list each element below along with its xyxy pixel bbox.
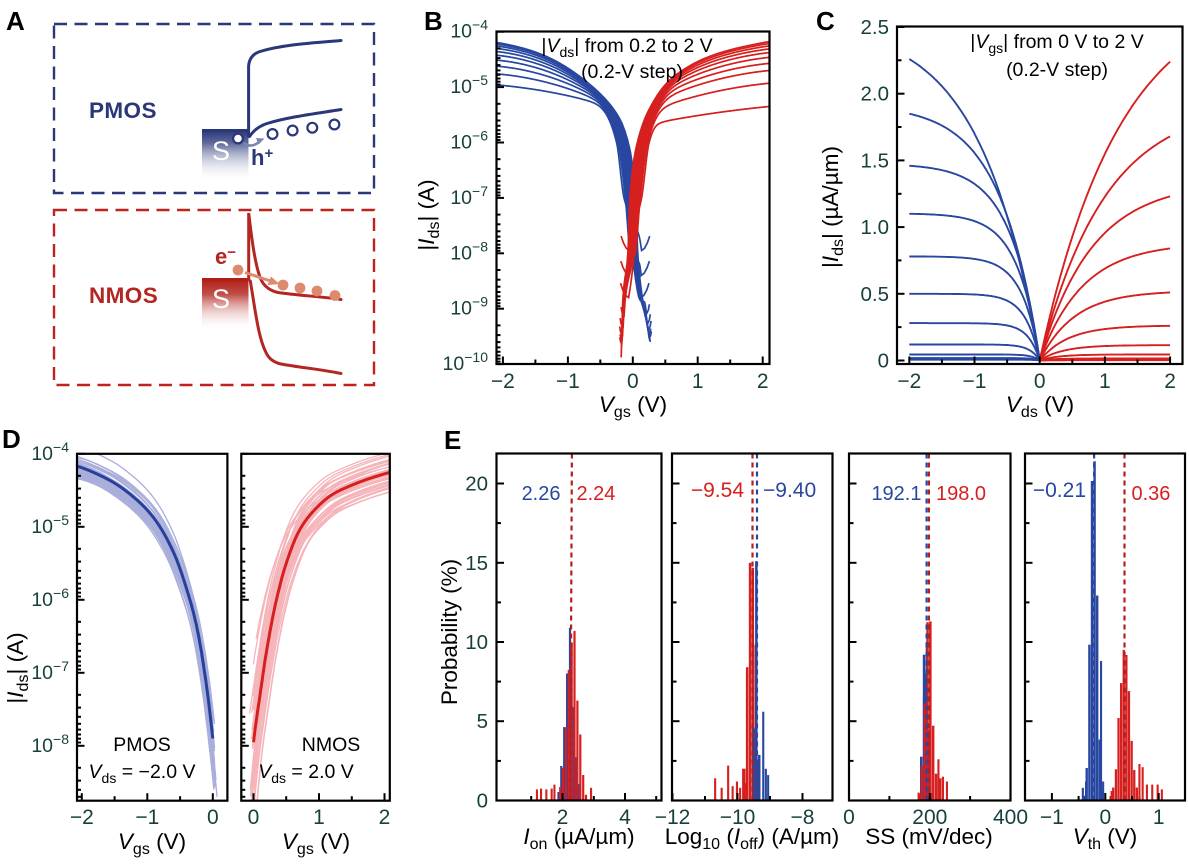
svg-text:1: 1 [1153, 806, 1165, 829]
svg-text:198.0: 198.0 [936, 483, 986, 505]
svg-text:−1: −1 [1040, 806, 1064, 829]
svg-text:−1: −1 [135, 806, 159, 829]
svg-text:−9.40: −9.40 [763, 479, 816, 502]
svg-text:−1: −1 [963, 370, 987, 393]
svg-text:1: 1 [1099, 370, 1111, 393]
svg-text:10−5: 10−5 [450, 72, 488, 98]
svg-text:2.5: 2.5 [861, 16, 890, 39]
svg-text:400: 400 [993, 806, 1028, 829]
svg-text:2: 2 [379, 806, 391, 829]
svg-text:|Vds| from 0.2 to 2 V: |Vds| from 0.2 to 2 V [541, 35, 712, 60]
svg-text:0: 0 [1099, 806, 1111, 829]
svg-text:(0.2-V step): (0.2-V step) [1006, 59, 1108, 81]
svg-text:−2: −2 [491, 370, 515, 393]
svg-text:A: A [6, 6, 25, 36]
svg-text:E: E [444, 425, 461, 455]
svg-text:−1: −1 [556, 370, 580, 393]
svg-text:Vgs (V): Vgs (V) [599, 392, 667, 421]
svg-text:0: 0 [843, 806, 855, 829]
svg-text:|Ids| (A): |Ids| (A) [414, 179, 443, 250]
svg-text:NMOS: NMOS [89, 283, 158, 308]
svg-text:−0.21: −0.21 [1033, 479, 1086, 502]
svg-text:15: 15 [465, 552, 488, 575]
svg-text:0: 0 [207, 806, 219, 829]
svg-text:2.0: 2.0 [861, 83, 890, 106]
svg-text:S: S [212, 136, 230, 166]
svg-text:0: 0 [248, 806, 260, 829]
svg-text:B: B [424, 6, 443, 36]
svg-text:Ion (µA/µm): Ion (µA/µm) [523, 824, 634, 853]
svg-text:0: 0 [627, 370, 639, 393]
svg-text:SS (mV/dec): SS (mV/dec) [865, 824, 993, 849]
svg-text:10−7: 10−7 [31, 658, 69, 684]
svg-text:0: 0 [477, 790, 488, 813]
svg-text:−8: −8 [791, 806, 815, 829]
svg-text:(0.2-V step): (0.2-V step) [581, 61, 683, 83]
svg-text:−2: −2 [897, 370, 921, 393]
svg-text:0: 0 [878, 350, 889, 373]
svg-text:−9.54: −9.54 [691, 479, 744, 502]
svg-text:1: 1 [692, 370, 704, 393]
svg-text:0.5: 0.5 [861, 283, 890, 306]
svg-text:1: 1 [313, 806, 325, 829]
svg-text:0.36: 0.36 [1132, 483, 1171, 505]
svg-text:Vth (V): Vth (V) [1073, 824, 1138, 853]
svg-text:2.26: 2.26 [522, 483, 561, 505]
svg-text:192.1: 192.1 [871, 483, 921, 505]
svg-text:PMOS: PMOS [89, 98, 157, 123]
svg-text:C: C [816, 6, 835, 36]
svg-text:−12: −12 [655, 806, 691, 829]
svg-text:−10: −10 [720, 806, 756, 829]
svg-text:Probability (%): Probability (%) [437, 559, 462, 705]
svg-text:D: D [2, 424, 21, 454]
svg-text:4: 4 [619, 806, 631, 829]
svg-text:0: 0 [1034, 370, 1046, 393]
svg-text:2: 2 [557, 806, 569, 829]
svg-text:NMOS: NMOS [302, 734, 361, 756]
svg-text:10−8: 10−8 [450, 238, 488, 264]
svg-text:1.5: 1.5 [861, 149, 890, 172]
svg-text:2: 2 [1164, 370, 1176, 393]
svg-text:Vds (V): Vds (V) [1006, 392, 1074, 421]
svg-text:2.24: 2.24 [577, 483, 616, 505]
svg-text:10−8: 10−8 [31, 731, 69, 757]
svg-text:−2: −2 [70, 806, 94, 829]
svg-text:200: 200 [912, 806, 947, 829]
svg-text:1.0: 1.0 [861, 216, 890, 239]
svg-text:|Ids| (A): |Ids| (A) [3, 632, 32, 703]
svg-text:5: 5 [477, 710, 488, 733]
svg-text:20: 20 [465, 473, 488, 496]
svg-text:PMOS: PMOS [113, 734, 170, 756]
svg-text:S: S [212, 284, 230, 314]
svg-text:Vgs (V): Vgs (V) [118, 829, 186, 858]
svg-text:10: 10 [465, 631, 488, 654]
svg-text:Vds = −2.0 V: Vds = −2.0 V [89, 761, 196, 786]
svg-text:Vgs (V): Vgs (V) [282, 829, 350, 858]
svg-text:Vds = 2.0 V: Vds = 2.0 V [258, 761, 354, 786]
svg-text:2: 2 [757, 370, 769, 393]
